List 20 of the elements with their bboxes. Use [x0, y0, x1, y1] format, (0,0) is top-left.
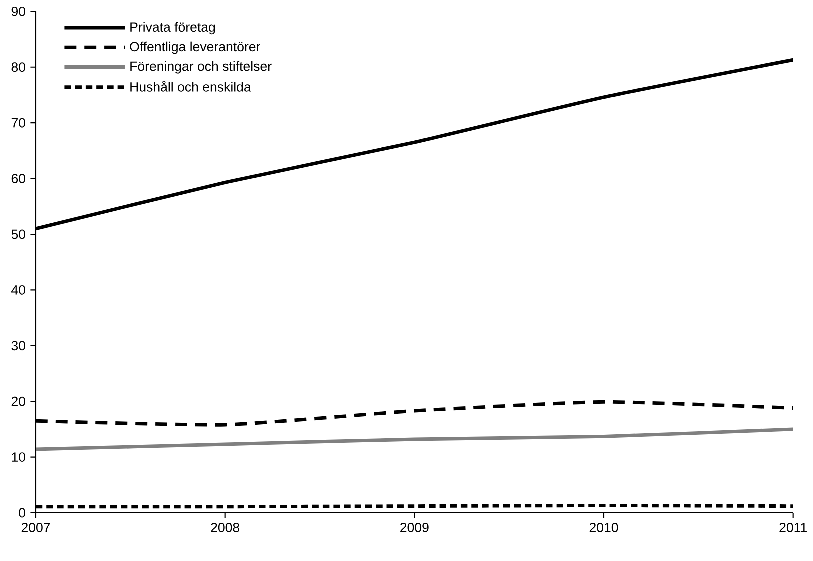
legend-label: Hushåll och enskilda [130, 81, 252, 92]
y-tick-label: 90 [12, 6, 26, 16]
y-tick-label: 0 [19, 508, 26, 518]
y-tick-label: 80 [12, 62, 26, 72]
x-tick-label: 2008 [211, 523, 240, 532]
y-tick-label: 60 [12, 174, 26, 184]
legend-label: Privata företag [130, 22, 216, 35]
x-tick-label: 2011 [780, 523, 807, 532]
y-tick-label: 20 [12, 396, 26, 406]
x-tick-label: 2010 [590, 523, 618, 532]
y-tick-label: 30 [12, 341, 26, 351]
x-tick-label: 2009 [400, 523, 429, 532]
y-tick-label: 70 [12, 118, 26, 128]
legend-label: Föreningar och stiftelser [130, 61, 272, 74]
x-tick-label: 2007 [22, 523, 50, 532]
y-tick-label: 40 [12, 285, 26, 295]
line-series [36, 428, 794, 452]
y-tick-label: 50 [12, 230, 26, 240]
y-tick-label: 10 [12, 452, 26, 462]
legend-label: Offentliga leverantörer [130, 42, 260, 54]
